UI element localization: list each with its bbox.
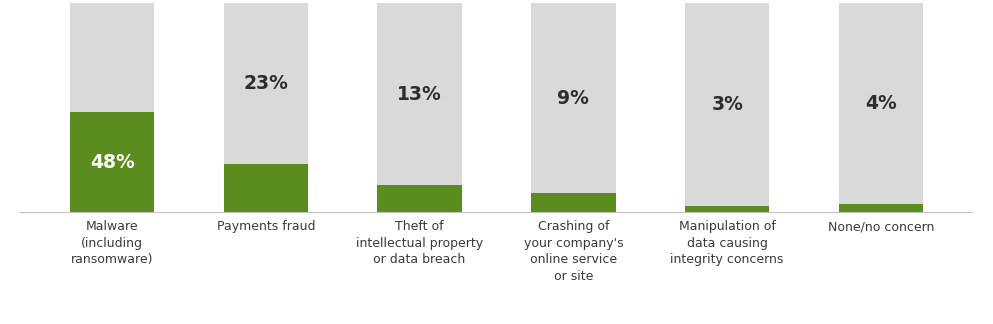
Text: 4%: 4% bbox=[865, 94, 897, 113]
Text: 13%: 13% bbox=[397, 85, 442, 104]
Text: 3%: 3% bbox=[711, 95, 743, 114]
Text: None/no concern: None/no concern bbox=[828, 221, 934, 234]
Text: 48%: 48% bbox=[89, 153, 134, 171]
Text: Theft of
intellectual property
or data breach: Theft of intellectual property or data b… bbox=[356, 221, 484, 267]
Bar bbox=[839, 3, 923, 212]
Bar bbox=[377, 185, 462, 212]
Bar bbox=[839, 204, 923, 212]
Text: Crashing of
your company's
online service
or site: Crashing of your company's online servic… bbox=[523, 221, 624, 283]
Text: 23%: 23% bbox=[243, 74, 288, 93]
Bar bbox=[377, 3, 462, 212]
Bar bbox=[70, 112, 154, 212]
Text: Malware
(including
ransomware): Malware (including ransomware) bbox=[71, 221, 153, 267]
Bar bbox=[70, 3, 154, 212]
Bar bbox=[531, 3, 616, 212]
Bar bbox=[685, 3, 770, 212]
Bar bbox=[685, 206, 770, 212]
Bar bbox=[223, 164, 308, 212]
Text: Payments fraud: Payments fraud bbox=[216, 221, 315, 234]
Bar bbox=[223, 3, 308, 212]
Text: 9%: 9% bbox=[557, 89, 589, 108]
Bar bbox=[531, 193, 616, 212]
Text: Manipulation of
data causing
integrity concerns: Manipulation of data causing integrity c… bbox=[670, 221, 783, 267]
